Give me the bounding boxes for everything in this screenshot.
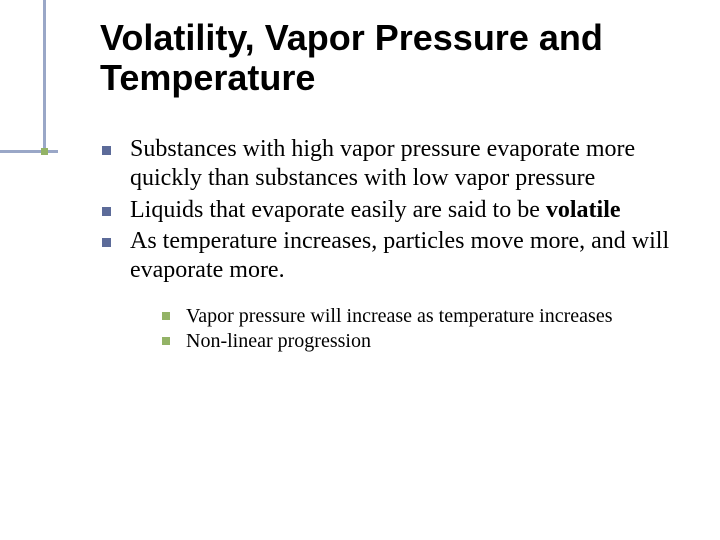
- accent-vertical-line: [43, 0, 46, 152]
- list-item: As temperature increases, particles move…: [100, 227, 688, 354]
- list-item-text: Liquids that evaporate easily are said t…: [130, 197, 546, 223]
- list-item: Vapor pressure will increase as temperat…: [160, 304, 688, 329]
- list-item-text: Non-linear progression: [186, 330, 371, 352]
- list-item-text: As temperature increases, particles move…: [130, 228, 669, 283]
- list-item-bold: volatile: [546, 197, 621, 223]
- bullet-list-level1: Substances with high vapor pressure evap…: [100, 135, 688, 353]
- accent-square-icon: [41, 148, 48, 155]
- list-item: Substances with high vapor pressure evap…: [100, 135, 688, 194]
- accent-horizontal-line: [0, 150, 58, 153]
- slide-body: Substances with high vapor pressure evap…: [100, 135, 688, 353]
- list-item: Liquids that evaporate easily are said t…: [100, 196, 688, 225]
- list-item-text: Substances with high vapor pressure evap…: [130, 136, 635, 191]
- list-item: Non-linear progression: [160, 329, 688, 354]
- bullet-list-level2: Vapor pressure will increase as temperat…: [160, 304, 688, 354]
- list-item-text: Vapor pressure will increase as temperat…: [186, 305, 612, 327]
- slide-title: Volatility, Vapor Pressure and Temperatu…: [100, 18, 688, 97]
- slide: Volatility, Vapor Pressure and Temperatu…: [0, 0, 720, 540]
